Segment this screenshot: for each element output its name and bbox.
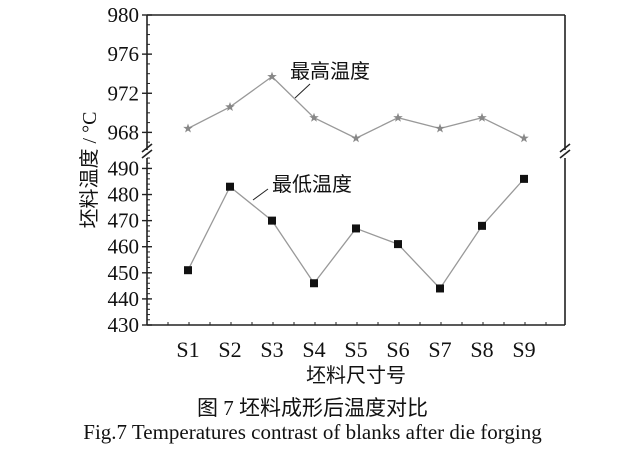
series-label-leader xyxy=(294,83,311,99)
data-point xyxy=(226,182,234,191)
data-point xyxy=(394,240,402,249)
series-label-leader xyxy=(252,188,269,201)
x-tick-label: S4 xyxy=(302,337,325,362)
x-tick-label: S7 xyxy=(428,337,451,362)
series-label: 最高温度 xyxy=(290,60,370,83)
y-tick-label: 972 xyxy=(108,81,140,105)
x-tick-label: S1 xyxy=(176,337,199,362)
x-tick-label: S2 xyxy=(218,337,241,362)
data-point xyxy=(351,133,361,143)
data-point xyxy=(267,71,277,81)
axis-break-mark xyxy=(141,149,153,159)
y-tick-label: 968 xyxy=(108,120,140,144)
data-point xyxy=(225,102,235,111)
x-axis-label: 坯料尺寸号 xyxy=(306,364,406,387)
data-point xyxy=(478,221,486,230)
data-point xyxy=(393,112,403,122)
y-tick-label: 980 xyxy=(108,3,140,27)
y-tick-label: 490 xyxy=(108,156,140,180)
data-point xyxy=(519,133,529,143)
x-tick-label: S5 xyxy=(344,337,367,362)
data-point xyxy=(477,112,487,122)
data-point xyxy=(310,279,318,288)
y-tick-label: 480 xyxy=(108,183,140,207)
y-tick-label: 440 xyxy=(108,287,140,311)
axis-break-mark xyxy=(559,143,571,153)
x-tick-label: S8 xyxy=(470,337,493,362)
axis-break-mark xyxy=(559,149,571,159)
data-point xyxy=(268,216,276,225)
data-point xyxy=(352,224,360,233)
series-line xyxy=(187,178,525,290)
x-tick-label: S3 xyxy=(260,337,283,362)
x-tick-label: S6 xyxy=(386,337,409,362)
data-point xyxy=(520,174,528,183)
x-tick-label: S9 xyxy=(512,337,535,362)
y-tick-label: 450 xyxy=(108,261,140,285)
data-point xyxy=(309,112,319,122)
series-line xyxy=(187,75,525,139)
data-point xyxy=(435,123,445,133)
data-point xyxy=(436,284,444,293)
y-tick-label: 470 xyxy=(108,209,140,233)
y-axis-label: 坯料温度 / °C xyxy=(78,112,101,229)
data-point xyxy=(183,123,193,133)
y-tick-label: 430 xyxy=(108,313,140,337)
series-label: 最低温度 xyxy=(272,173,352,196)
data-point xyxy=(184,266,192,275)
y-tick-label: 460 xyxy=(108,235,140,259)
caption-en: Fig.7 Temperatures contrast of blanks af… xyxy=(83,420,542,444)
axis-break-mark xyxy=(141,143,153,153)
y-tick-label: 976 xyxy=(108,42,140,66)
caption-cn: 图 7 坯料成形后温度对比 xyxy=(197,396,428,420)
